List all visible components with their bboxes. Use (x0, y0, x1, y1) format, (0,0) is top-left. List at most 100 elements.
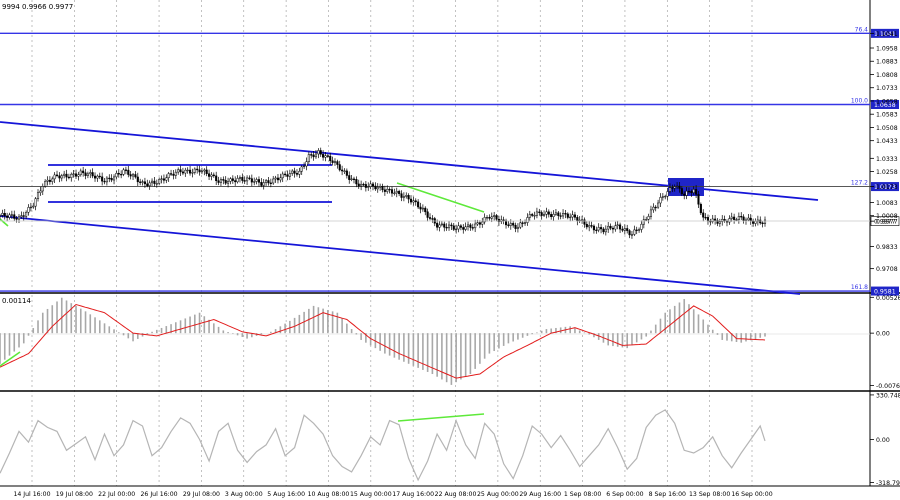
fibonacci-price-tag-text: 1.1041 (874, 31, 896, 38)
histogram-bar (194, 314, 196, 334)
candle-body (15, 218, 18, 220)
candle-body (82, 170, 85, 174)
histogram-bar (635, 333, 638, 343)
indicator-tick-label: -0.00769 (876, 383, 900, 390)
histogram-bar (583, 332, 586, 334)
price-tick-label: 0.9833 (876, 244, 898, 251)
candle-body (131, 174, 135, 177)
candle-body (260, 182, 263, 186)
candle-body (6, 215, 9, 218)
histogram-bar (559, 327, 562, 334)
candle-body (34, 198, 37, 207)
histogram-bar (450, 333, 453, 385)
candle-body (193, 168, 196, 173)
histogram-bar (431, 333, 434, 375)
candle-body (257, 179, 261, 183)
fibonacci-price-tag-text: 1.0638 (874, 102, 896, 109)
candle-body (398, 190, 401, 194)
candle-body (288, 173, 291, 177)
candle-body (307, 154, 310, 162)
histogram-bar (3, 333, 6, 360)
candle-body (640, 223, 643, 230)
histogram-bar (198, 312, 201, 334)
candle-body (46, 179, 49, 182)
candle-body (512, 223, 515, 226)
candle-body (215, 175, 218, 182)
fibonacci-price-tag-text: 0.9581 (874, 289, 896, 296)
candle-body (179, 169, 182, 173)
histogram-bar (65, 300, 68, 334)
candle-body (409, 198, 413, 203)
candle-body (730, 216, 733, 219)
candle-body (84, 172, 87, 176)
candle-body (735, 219, 738, 221)
histogram-bar (113, 329, 115, 334)
candle-body (452, 225, 455, 230)
candle-body (374, 185, 377, 190)
candle-body (445, 227, 448, 229)
histogram-bar (574, 328, 576, 334)
time-tick-label: 3 Aug 00:00 (225, 491, 263, 498)
candle-body (184, 169, 187, 174)
histogram-bar (531, 333, 533, 335)
candle-body (317, 150, 320, 155)
candle-body (241, 177, 244, 181)
candle-body (262, 182, 265, 186)
candle-body (600, 227, 603, 230)
histogram-bar (455, 333, 457, 383)
candle-body (609, 225, 612, 229)
histogram-bar (650, 330, 652, 334)
candle-body (545, 211, 548, 215)
candle-body (305, 161, 308, 167)
candle-body (495, 215, 498, 220)
time-tick-label: 25 Aug 00:00 (477, 491, 519, 498)
histogram-bar (479, 333, 481, 364)
oscillator-value-label: 0.00114 (2, 297, 31, 305)
candle-body (740, 216, 743, 218)
candle-body (291, 170, 294, 174)
candle-body (205, 169, 208, 174)
candle-body (671, 187, 674, 189)
candle-body (191, 172, 194, 174)
histogram-bar (227, 332, 229, 334)
time-tick-label: 19 Jul 08:00 (56, 491, 93, 498)
histogram-bar (60, 297, 63, 334)
histogram-bar (203, 316, 206, 334)
candle-body (447, 224, 451, 229)
candle-body (338, 164, 341, 171)
histogram-bar (312, 305, 315, 334)
histogram-bar (526, 333, 529, 336)
candle-body (687, 190, 691, 193)
histogram-bar (184, 318, 187, 334)
candle-body (281, 173, 284, 179)
candle-body (478, 222, 481, 225)
candle-body (357, 183, 360, 187)
candle-body (65, 173, 68, 178)
candle-body (10, 214, 13, 216)
candle-body (436, 222, 439, 228)
histogram-bar (274, 329, 277, 334)
candle-body (642, 219, 645, 225)
candle-body (105, 177, 108, 183)
histogram-bar (369, 333, 372, 346)
candle-body (108, 177, 111, 180)
histogram-bar (403, 333, 405, 362)
histogram-bar (540, 330, 543, 334)
candle-body (428, 217, 432, 219)
histogram-bar (764, 333, 766, 337)
histogram-bar (222, 330, 225, 334)
price-tick-label: 1.0508 (876, 125, 898, 132)
candle-body (721, 218, 724, 222)
histogram-bar (127, 333, 130, 339)
candle-body (692, 189, 695, 193)
histogram-bar (146, 333, 149, 335)
candle-body (181, 171, 184, 174)
candle-body (657, 202, 660, 208)
candle-body (581, 219, 584, 221)
histogram-bar (303, 311, 305, 334)
histogram-bar (322, 308, 324, 334)
candle-body (162, 178, 165, 181)
histogram-bar (555, 327, 557, 334)
candle-body (345, 170, 348, 176)
candle-body (217, 180, 220, 183)
